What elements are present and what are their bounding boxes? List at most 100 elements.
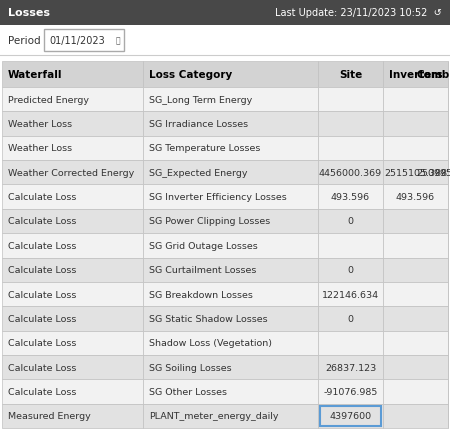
Text: SG Curtailment Losses: SG Curtailment Losses [149,266,256,274]
Text: Inverters: Inverters [389,70,442,80]
Bar [383,355,448,379]
Bar [383,233,448,258]
Text: SG_Long Term Energy: SG_Long Term Energy [149,95,252,104]
Bar [318,233,383,258]
Bar [383,282,448,307]
Text: SG Irradiance Losses: SG Irradiance Losses [149,120,248,129]
Text: SG Temperature Losses: SG Temperature Losses [149,144,261,153]
Bar [2,233,143,258]
Bar [383,136,448,161]
Text: 493.596: 493.596 [396,193,435,202]
Text: SG_Expected Energy: SG_Expected Energy [149,169,248,177]
Bar [143,307,318,331]
Bar [143,88,318,112]
Bar [44,30,124,52]
Bar [2,379,143,404]
Bar [383,404,448,428]
Bar [318,258,383,282]
Text: Calculate Loss: Calculate Loss [8,387,76,396]
Text: Loss Category: Loss Category [149,70,232,80]
Bar [143,62,318,88]
Text: Shadow Loss (Vegetation): Shadow Loss (Vegetation) [149,338,272,347]
Bar [318,136,383,161]
Bar [143,258,318,282]
Bar [383,258,448,282]
Bar [383,161,448,185]
Bar [143,282,318,307]
Bar [318,88,383,112]
Text: Last Update: 23/11/2023 10:52  ↺: Last Update: 23/11/2023 10:52 ↺ [275,8,442,18]
Bar [2,88,143,112]
Text: Period: Period [8,36,40,46]
Text: Weather Corrected Energy: Weather Corrected Energy [8,169,134,177]
Bar [143,112,318,136]
Text: 4456000.369: 4456000.369 [319,169,382,177]
Text: 26837.123: 26837.123 [325,363,376,372]
Text: Calculate Loss: Calculate Loss [8,241,76,250]
Bar [2,307,143,331]
Bar [143,185,318,209]
Bar [2,404,143,428]
Bar [383,185,448,209]
Text: 493.596: 493.596 [331,193,370,202]
Bar [318,62,383,88]
Bar [383,379,448,404]
Bar [143,161,318,185]
Bar [143,136,318,161]
Text: Predicted Energy: Predicted Energy [8,95,89,104]
Bar [318,307,383,331]
Bar [2,112,143,136]
Text: 0: 0 [347,266,354,274]
Text: Calculate Loss: Calculate Loss [8,193,76,202]
Text: 4397600: 4397600 [329,412,372,421]
Bar [383,307,448,331]
Text: Calculate Loss: Calculate Loss [8,217,76,226]
Text: Calculate Loss: Calculate Loss [8,314,76,323]
Bar [143,331,318,355]
Bar [383,331,448,355]
Text: Measured Energy: Measured Energy [8,412,91,421]
Text: SG Inverter Efficiency Losses: SG Inverter Efficiency Losses [149,193,287,202]
Bar [2,355,143,379]
Bar [318,112,383,136]
Bar [2,209,143,233]
Bar [383,112,448,136]
Bar [318,355,383,379]
Bar [2,185,143,209]
Text: SG Soiling Losses: SG Soiling Losses [149,363,232,372]
Text: 📅: 📅 [115,37,120,46]
Bar [383,88,448,112]
Bar [318,404,383,428]
Text: 01/11/2023: 01/11/2023 [49,36,105,46]
Text: 0: 0 [347,314,354,323]
Bar [143,209,318,233]
Text: SG Other Losses: SG Other Losses [149,387,227,396]
Bar [143,233,318,258]
Text: PLANT_meter_energy_daily: PLANT_meter_energy_daily [149,412,279,421]
Bar [318,379,383,404]
Text: Weather Loss: Weather Loss [8,144,72,153]
Bar [0,0,450,26]
Bar [143,379,318,404]
Bar [0,26,450,56]
Bar [318,209,383,233]
Text: Losses: Losses [8,8,50,18]
Bar [320,405,381,426]
Bar [318,331,383,355]
Text: 2515105.388: 2515105.388 [384,169,447,177]
Text: Calculate Loss: Calculate Loss [8,290,76,299]
Bar [383,62,448,88]
Text: Calculate Loss: Calculate Loss [8,338,76,347]
Text: Weather Loss: Weather Loss [8,120,72,129]
Bar [318,185,383,209]
Text: Combiners: Combiners [417,70,450,80]
Bar [143,355,318,379]
Bar [2,136,143,161]
Bar [2,62,143,88]
Bar [2,258,143,282]
Bar [2,331,143,355]
Text: SG Breakdown Losses: SG Breakdown Losses [149,290,253,299]
Text: SG Static Shadow Losses: SG Static Shadow Losses [149,314,268,323]
Text: Waterfall: Waterfall [8,70,63,80]
Text: 0: 0 [347,217,354,226]
